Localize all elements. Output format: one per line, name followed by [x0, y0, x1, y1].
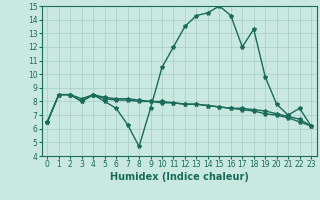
X-axis label: Humidex (Indice chaleur): Humidex (Indice chaleur): [110, 172, 249, 182]
